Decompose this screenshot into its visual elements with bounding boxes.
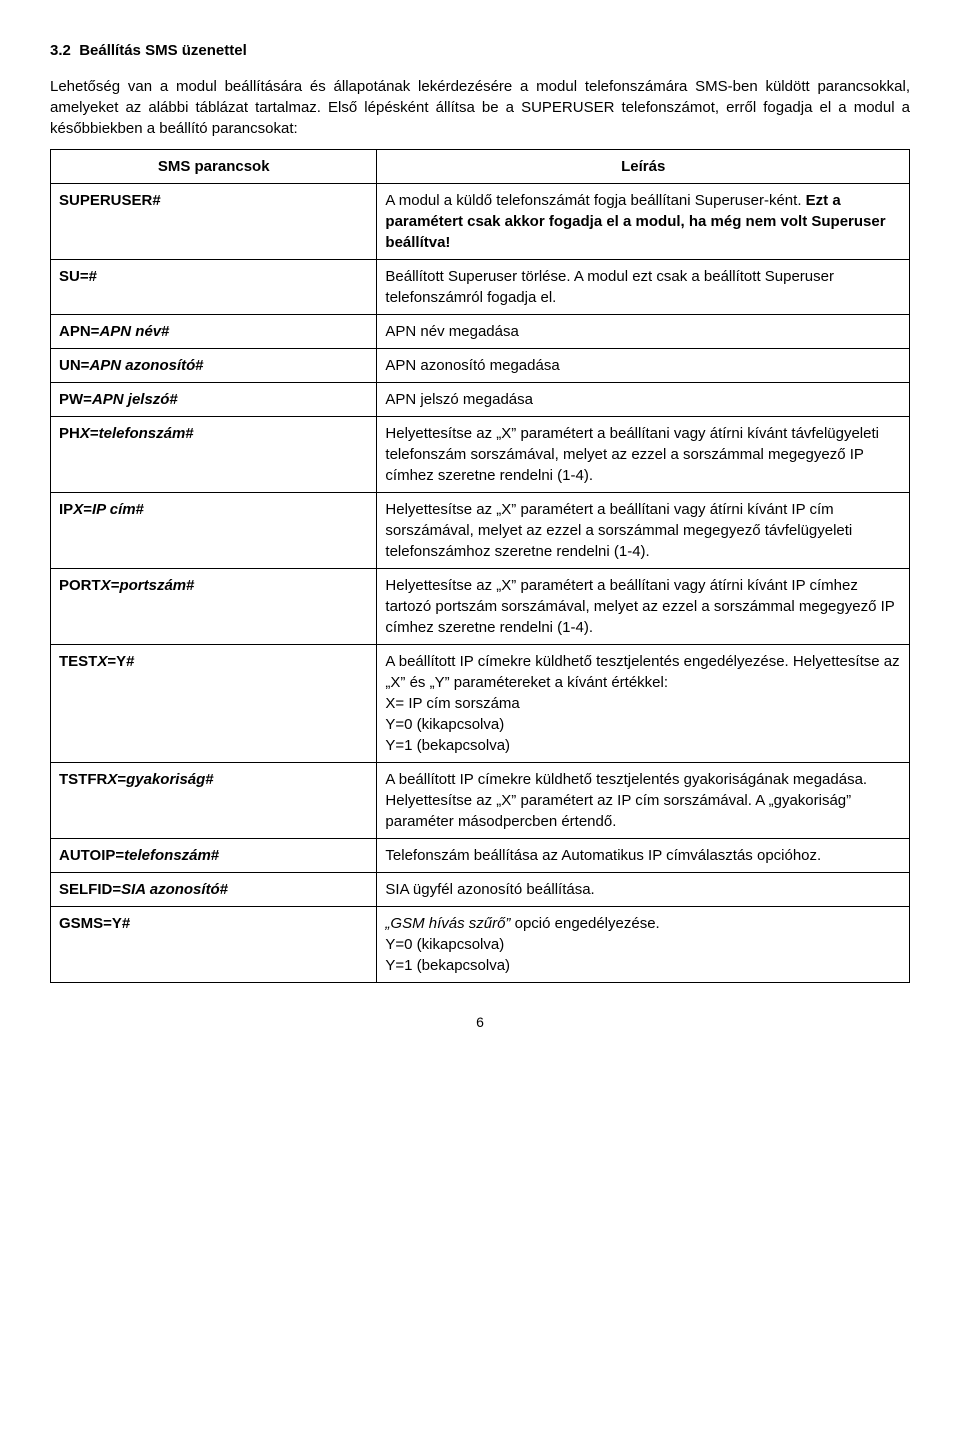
desc-line: Y=1 (bekapcsolva) bbox=[385, 737, 510, 754]
cmd-italic: X bbox=[107, 771, 117, 788]
cmd-cell: PW=APN jelszó# bbox=[51, 383, 377, 417]
intro-paragraph: Lehetőség van a modul beállítására és ál… bbox=[50, 76, 910, 139]
desc-line: Y=0 (kikapcsolva) bbox=[385, 936, 504, 953]
desc-cell: Helyettesítse az „X” paramétert a beállí… bbox=[377, 417, 910, 493]
cmd-text: = bbox=[90, 425, 99, 442]
cmd-cell: PORTX=portszám# bbox=[51, 569, 377, 645]
table-row: SU=# Beállított Superuser törlése. A mod… bbox=[51, 260, 910, 315]
section-heading: 3.2 Beállítás SMS üzenettel bbox=[50, 40, 910, 61]
table-row: PHX=telefonszám# Helyettesítse az „X” pa… bbox=[51, 417, 910, 493]
cmd-cell: SU=# bbox=[51, 260, 377, 315]
desc-cell: APN jelszó megadása bbox=[377, 383, 910, 417]
desc-text: opció engedélyezése. bbox=[510, 915, 659, 932]
cmd-cell: SUPERUSER# bbox=[51, 184, 377, 260]
desc-cell: APN azonosító megadása bbox=[377, 349, 910, 383]
cmd-cell: GSMS=Y# bbox=[51, 907, 377, 983]
cmd-cell: APN=APN név# bbox=[51, 315, 377, 349]
cmd-cell: TSTFRX=gyakoriság# bbox=[51, 763, 377, 839]
cmd-italic: APN jelszó bbox=[92, 391, 170, 408]
table-row: AUTOIP=telefonszám# Telefonszám beállítá… bbox=[51, 839, 910, 873]
desc-line: Y=0 (kikapcsolva) bbox=[385, 716, 504, 733]
cmd-text: # bbox=[136, 501, 144, 518]
desc-line: A beállított IP címekre küldhető tesztje… bbox=[385, 653, 899, 691]
cmd-italic: telefonszám bbox=[124, 847, 211, 864]
table-row: UN=APN azonosító# APN azonosító megadása bbox=[51, 349, 910, 383]
cmd-text: PH bbox=[59, 425, 80, 442]
table-row: SUPERUSER# A modul a küldő telefonszámát… bbox=[51, 184, 910, 260]
cmd-text: = bbox=[83, 501, 92, 518]
cmd-text: # bbox=[169, 391, 177, 408]
sms-commands-table: SMS parancsok Leírás SUPERUSER# A modul … bbox=[50, 149, 910, 983]
header-commands: SMS parancsok bbox=[51, 150, 377, 184]
cmd-italic: gyakoriság bbox=[126, 771, 205, 788]
cmd-text: # bbox=[211, 847, 219, 864]
cmd-cell: UN=APN azonosító# bbox=[51, 349, 377, 383]
cmd-text: = bbox=[117, 771, 126, 788]
page-number: 6 bbox=[50, 1013, 910, 1033]
cmd-text: UN= bbox=[59, 357, 89, 374]
cmd-italic: portszám bbox=[119, 577, 186, 594]
table-row: GSMS=Y# „GSM hívás szűrő” opció engedély… bbox=[51, 907, 910, 983]
desc-cell: Telefonszám beállítása az Automatikus IP… bbox=[377, 839, 910, 873]
table-row: PW=APN jelszó# APN jelszó megadása bbox=[51, 383, 910, 417]
cmd-text: =Y# bbox=[107, 653, 134, 670]
desc-cell: SIA ügyfél azonosító beállítása. bbox=[377, 873, 910, 907]
cmd-italic: X bbox=[97, 653, 107, 670]
cmd-text: PW= bbox=[59, 391, 92, 408]
cmd-italic: X bbox=[101, 577, 111, 594]
desc-cell: A beállított IP címekre küldhető tesztje… bbox=[377, 645, 910, 763]
cmd-italic: APN név bbox=[99, 323, 161, 340]
desc-cell: Helyettesítse az „X” paramétert a beállí… bbox=[377, 569, 910, 645]
desc-text: A modul a küldő telefonszámát fogja beál… bbox=[385, 192, 805, 209]
desc-cell: Beállított Superuser törlése. A modul ez… bbox=[377, 260, 910, 315]
desc-cell: APN név megadása bbox=[377, 315, 910, 349]
desc-italic: „GSM hívás szűrő” bbox=[385, 915, 510, 932]
cmd-cell: PHX=telefonszám# bbox=[51, 417, 377, 493]
cmd-cell: TESTX=Y# bbox=[51, 645, 377, 763]
cmd-cell: IPX=IP cím# bbox=[51, 493, 377, 569]
desc-line: X= IP cím sorszáma bbox=[385, 695, 519, 712]
cmd-italic: X bbox=[73, 501, 83, 518]
cmd-italic: SIA azonosító bbox=[121, 881, 220, 898]
cmd-cell: SELFID=SIA azonosító# bbox=[51, 873, 377, 907]
cmd-text: # bbox=[205, 771, 213, 788]
cmd-text: IP bbox=[59, 501, 73, 518]
table-row: SELFID=SIA azonosító# SIA ügyfél azonosí… bbox=[51, 873, 910, 907]
cmd-cell: AUTOIP=telefonszám# bbox=[51, 839, 377, 873]
table-row: TSTFRX=gyakoriság# A beállított IP címek… bbox=[51, 763, 910, 839]
table-row: TESTX=Y# A beállított IP címekre küldhet… bbox=[51, 645, 910, 763]
header-description: Leírás bbox=[377, 150, 910, 184]
cmd-text: TEST bbox=[59, 653, 97, 670]
cmd-text: AUTOIP= bbox=[59, 847, 124, 864]
cmd-text: PORT bbox=[59, 577, 101, 594]
cmd-text: TSTFR bbox=[59, 771, 107, 788]
desc-line: Y=1 (bekapcsolva) bbox=[385, 957, 510, 974]
desc-cell: „GSM hívás szűrő” opció engedélyezése. Y… bbox=[377, 907, 910, 983]
cmd-text: # bbox=[195, 357, 203, 374]
cmd-italic: telefonszám bbox=[99, 425, 186, 442]
table-header-row: SMS parancsok Leírás bbox=[51, 150, 910, 184]
desc-cell: Helyettesítse az „X” paramétert a beállí… bbox=[377, 493, 910, 569]
table-row: IPX=IP cím# Helyettesítse az „X” paramét… bbox=[51, 493, 910, 569]
cmd-text: # bbox=[220, 881, 228, 898]
cmd-text: # bbox=[185, 425, 193, 442]
desc-cell: A modul a küldő telefonszámát fogja beál… bbox=[377, 184, 910, 260]
section-title-text: Beállítás SMS üzenettel bbox=[79, 42, 247, 59]
table-row: PORTX=portszám# Helyettesítse az „X” par… bbox=[51, 569, 910, 645]
cmd-text: SELFID= bbox=[59, 881, 121, 898]
cmd-italic: APN azonosító bbox=[89, 357, 195, 374]
cmd-text: # bbox=[186, 577, 194, 594]
desc-cell: A beállított IP címekre küldhető tesztje… bbox=[377, 763, 910, 839]
cmd-italic: IP cím bbox=[92, 501, 136, 518]
cmd-text: # bbox=[161, 323, 169, 340]
cmd-text: APN= bbox=[59, 323, 99, 340]
section-number: 3.2 bbox=[50, 42, 71, 59]
table-row: APN=APN név# APN név megadása bbox=[51, 315, 910, 349]
cmd-italic: X bbox=[80, 425, 90, 442]
